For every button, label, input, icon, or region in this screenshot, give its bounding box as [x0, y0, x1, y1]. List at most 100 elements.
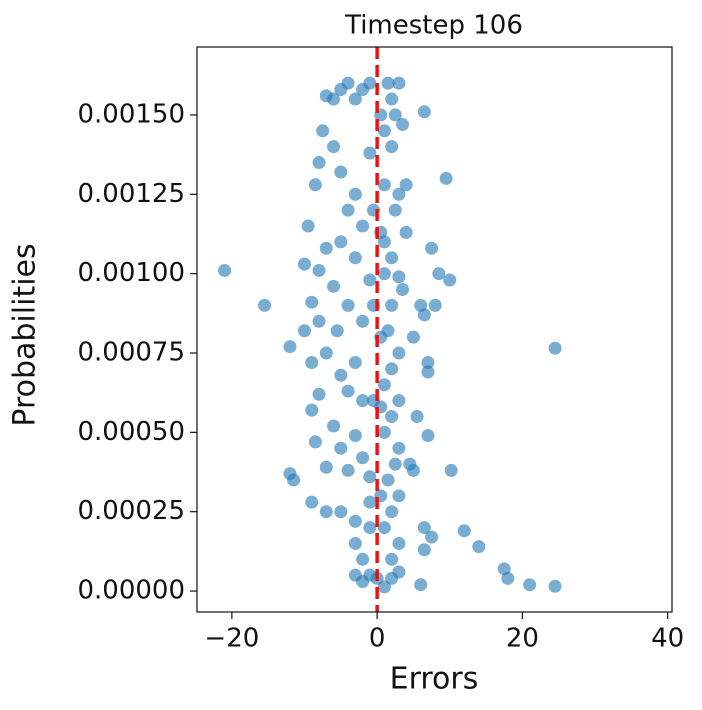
- point: [548, 341, 562, 355]
- point: [385, 409, 399, 423]
- point: [381, 76, 395, 90]
- point: [385, 298, 399, 312]
- point: [341, 384, 355, 398]
- point: [385, 505, 399, 519]
- point: [363, 470, 377, 484]
- point: [392, 441, 406, 455]
- point: [312, 263, 326, 277]
- point: [341, 298, 355, 312]
- point: [334, 368, 348, 382]
- point: [305, 356, 319, 370]
- point: [417, 521, 431, 535]
- plot-frame: [196, 46, 673, 613]
- y-tick-label: 0.00000: [77, 576, 185, 606]
- point: [316, 124, 330, 138]
- point: [356, 314, 370, 328]
- point: [356, 394, 370, 408]
- point: [421, 429, 435, 443]
- point: [444, 463, 458, 477]
- point: [381, 473, 395, 487]
- y-tick-label: 0.00050: [77, 417, 185, 447]
- point: [334, 83, 348, 97]
- point: [312, 314, 326, 328]
- point: [392, 394, 406, 408]
- point: [330, 324, 344, 338]
- y-tick-label: 0.00025: [77, 496, 185, 526]
- x-tick-label: 20: [506, 624, 539, 654]
- y-tick-label: 0.00125: [77, 179, 185, 209]
- point: [399, 178, 413, 192]
- point: [297, 324, 311, 338]
- x-tick-label: −20: [204, 624, 259, 654]
- point: [425, 241, 439, 255]
- point: [312, 156, 326, 170]
- point: [377, 425, 391, 439]
- point: [388, 108, 402, 122]
- point: [356, 451, 370, 465]
- point: [443, 273, 457, 287]
- point: [301, 219, 315, 233]
- point: [319, 241, 333, 255]
- point: [472, 540, 486, 554]
- point: [417, 105, 431, 119]
- point: [287, 473, 301, 487]
- point: [327, 419, 341, 433]
- point: [356, 219, 370, 233]
- point: [308, 435, 322, 449]
- point: [421, 365, 435, 379]
- point: [385, 362, 399, 376]
- point: [363, 495, 377, 509]
- point: [283, 340, 297, 354]
- point: [327, 140, 341, 154]
- point: [392, 76, 406, 90]
- point: [348, 251, 362, 265]
- point: [421, 356, 435, 370]
- point: [305, 403, 319, 417]
- point: [377, 521, 391, 535]
- point: [334, 165, 348, 179]
- point: [425, 530, 439, 544]
- point: [548, 579, 562, 593]
- point: [305, 495, 319, 509]
- point: [377, 580, 391, 594]
- point: [523, 578, 537, 592]
- point: [363, 146, 377, 160]
- point: [319, 460, 333, 474]
- point: [348, 356, 362, 370]
- chart-title: Timestep 106: [344, 11, 523, 41]
- point: [356, 552, 370, 566]
- point: [334, 441, 348, 455]
- point: [388, 457, 402, 471]
- point: [377, 267, 391, 281]
- point: [341, 203, 355, 217]
- x-tick-label: 0: [369, 624, 386, 654]
- point: [385, 140, 399, 154]
- point: [348, 187, 362, 201]
- point: [392, 346, 406, 360]
- point: [334, 505, 348, 519]
- y-tick-label: 0.00075: [77, 337, 185, 367]
- point: [439, 171, 453, 185]
- point: [312, 387, 326, 401]
- y-axis-label: Probabilities: [8, 243, 43, 426]
- point: [396, 283, 410, 297]
- point: [457, 524, 471, 538]
- y-tick-label: 0.00100: [77, 258, 185, 288]
- point: [327, 279, 341, 293]
- point: [432, 267, 446, 281]
- point: [348, 536, 362, 550]
- point: [417, 543, 431, 557]
- point: [428, 298, 442, 312]
- point: [414, 298, 428, 312]
- point: [377, 378, 391, 392]
- x-tick-label: 40: [651, 624, 684, 654]
- point: [392, 270, 406, 284]
- point: [410, 409, 424, 423]
- point: [406, 330, 420, 344]
- point: [363, 273, 377, 287]
- point: [334, 235, 348, 249]
- point: [341, 463, 355, 477]
- point: [392, 489, 406, 503]
- point: [348, 429, 362, 443]
